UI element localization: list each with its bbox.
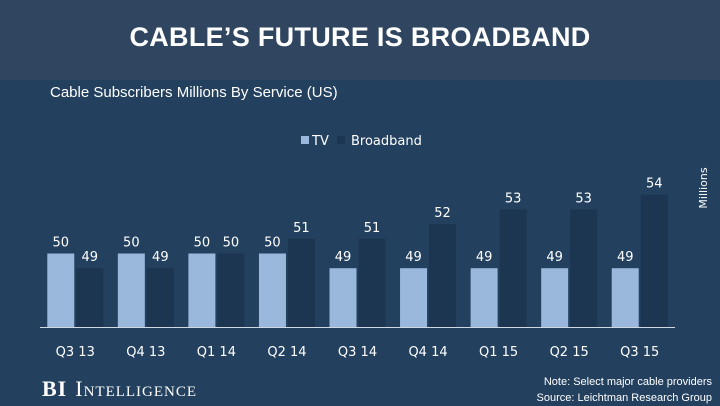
legend-label-tv: TV — [311, 134, 329, 149]
legend-swatch-broadband — [337, 136, 345, 144]
chart-title: Cable Subscribers Millions By Service (U… — [50, 84, 338, 101]
x-tick-label: Q2 14 — [267, 345, 306, 360]
data-label-tv-6: 49 — [405, 250, 422, 265]
bar-tv-3 — [188, 253, 216, 327]
bar-broadband-4 — [287, 238, 315, 327]
data-label-broadband-7: 53 — [505, 191, 522, 206]
bar-broadband-7 — [499, 209, 527, 327]
data-label-tv-7: 49 — [476, 250, 493, 265]
data-label-tv-9: 49 — [617, 250, 634, 265]
bar-broadband-8 — [570, 209, 598, 327]
x-tick-label: Q4 13 — [126, 345, 165, 360]
logo-intelligence: Intelligence — [75, 376, 198, 401]
x-tick-label: Q3 13 — [56, 345, 95, 360]
data-label-broadband-3: 50 — [223, 236, 240, 251]
bar-broadband-9 — [640, 194, 668, 327]
bar-tv-1 — [47, 253, 75, 327]
x-tick-label: Q4 14 — [408, 345, 447, 360]
y-axis-label: Millions — [697, 167, 710, 208]
bar-tv-9 — [611, 268, 639, 327]
data-label-tv-4: 50 — [264, 236, 281, 251]
bar-broadband-2 — [146, 268, 174, 327]
bar-tv-2 — [117, 253, 145, 327]
data-label-tv-3: 50 — [194, 236, 211, 251]
source-text: Source: Leichtman Research Group — [536, 392, 712, 404]
data-label-broadband-2: 49 — [152, 250, 169, 265]
data-label-tv-2: 50 — [123, 236, 140, 251]
x-tick-label: Q1 15 — [479, 345, 518, 360]
data-label-tv-5: 49 — [335, 250, 352, 265]
x-tick-label: Q2 15 — [550, 345, 589, 360]
bar-tv-7 — [470, 268, 498, 327]
x-tick-label: Q3 14 — [338, 345, 377, 360]
legend-label-broadband: Broadband — [351, 134, 422, 149]
data-label-broadband-1: 49 — [82, 250, 99, 265]
data-label-broadband-6: 52 — [434, 206, 451, 221]
legend-swatch-tv — [301, 136, 309, 144]
bar-tv-8 — [541, 268, 569, 327]
data-label-broadband-8: 53 — [575, 191, 592, 206]
data-label-tv-1: 50 — [53, 236, 70, 251]
bar-tv-5 — [329, 268, 357, 327]
page-title: CABLE’S FUTURE IS BROADBAND — [129, 22, 591, 52]
note-text: Note: Select major cable providers — [543, 376, 712, 388]
footnote: Note: Select major cable providers Sourc… — [452, 374, 712, 406]
data-label-broadband-9: 54 — [646, 177, 663, 192]
x-tick-label: Q1 14 — [197, 345, 236, 360]
logo-bi: BI — [42, 376, 68, 401]
bar-broadband-1 — [76, 268, 104, 327]
bi-intelligence-logo: BI Intelligence — [42, 376, 197, 402]
x-tick-label: Q3 15 — [620, 345, 659, 360]
data-label-broadband-4: 51 — [293, 221, 310, 236]
bar-broadband-6 — [429, 224, 457, 327]
data-label-broadband-5: 51 — [364, 221, 381, 236]
data-label-tv-8: 49 — [546, 250, 563, 265]
bar-tv-4 — [258, 253, 286, 327]
header-bar: CABLE’S FUTURE IS BROADBAND — [0, 0, 720, 80]
bar-broadband-3 — [217, 253, 245, 327]
bar-tv-6 — [400, 268, 428, 327]
bar-broadband-5 — [358, 238, 386, 327]
